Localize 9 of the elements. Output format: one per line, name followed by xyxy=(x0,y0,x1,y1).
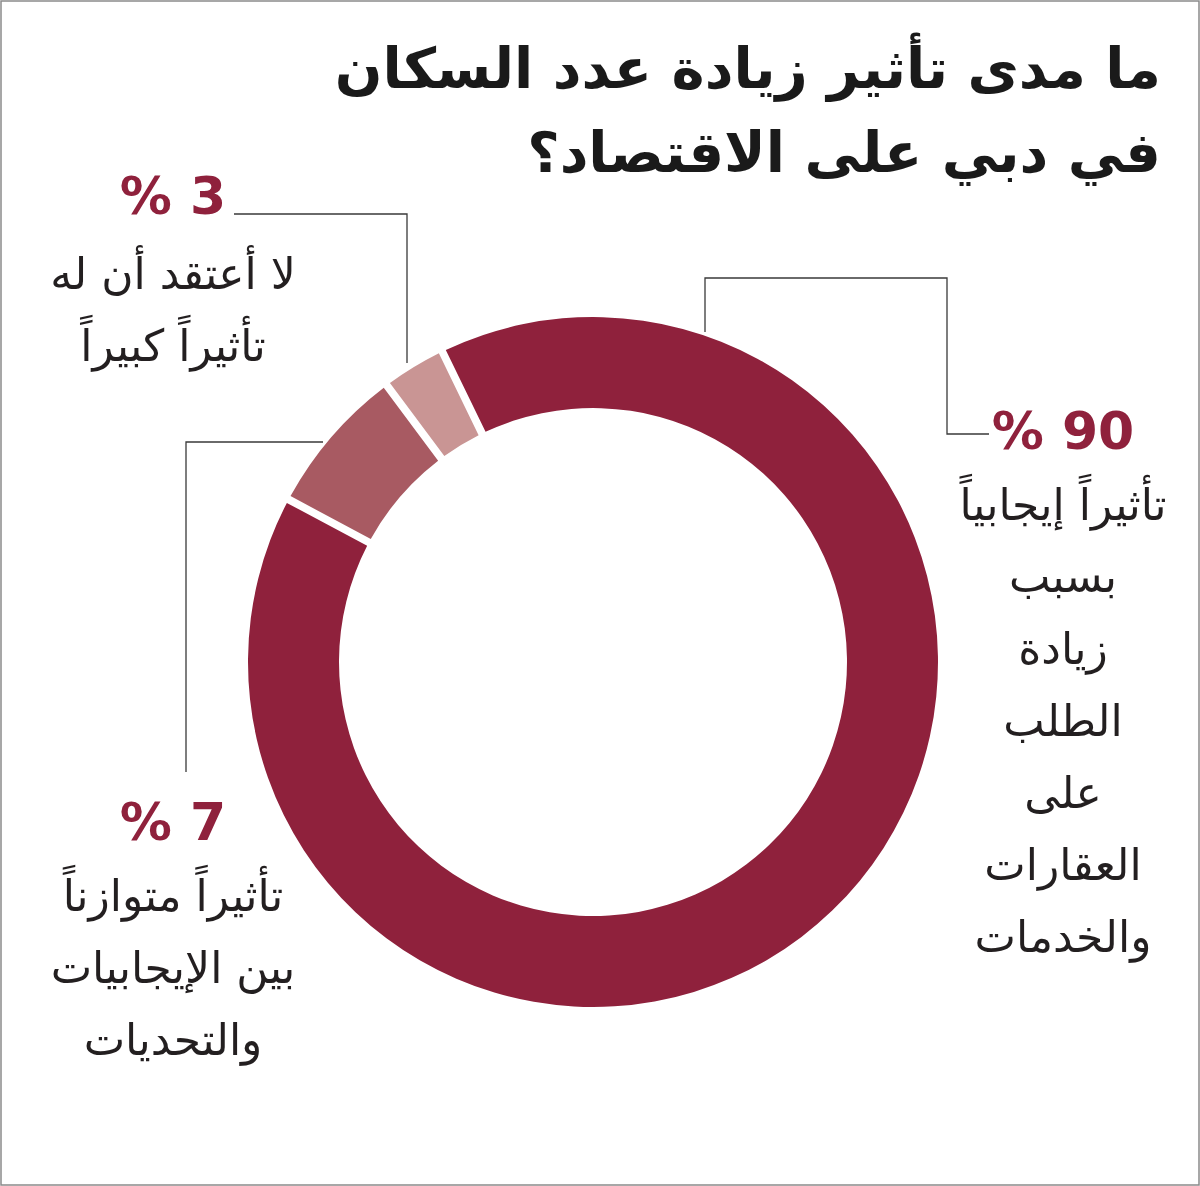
data-label: % 3 xyxy=(119,166,227,226)
slice-label: تأثيراً إيجابياً بسبب زيادة الطلب على العقارات والخدمات xyxy=(958,473,1167,963)
chart-title: ما مدى تأثير زيادة عدد السكان في دبي على الاقتصاد؟ xyxy=(334,32,1161,186)
donut-slice xyxy=(389,353,479,457)
data-label: % 7 xyxy=(119,792,227,852)
data-label: % 90 xyxy=(991,401,1135,461)
slice-label: تأثيراً متوازناً بين الإيجابيات والتحديات xyxy=(50,864,296,1066)
donut-slice xyxy=(290,387,439,539)
slice-label: لا أعتقد أن له تأثيراً كبيراً xyxy=(50,245,296,372)
